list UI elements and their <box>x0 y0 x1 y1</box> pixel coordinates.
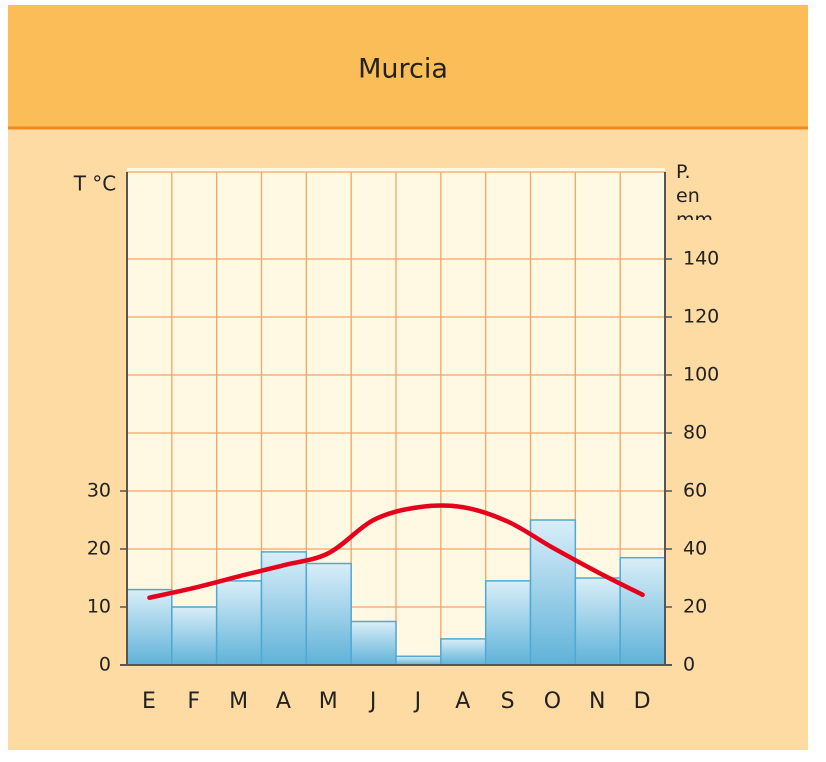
axes: 0 20 40 60 80 100 120 140 0 10 20 30 E F M A M J J A S O N D <box>87 172 719 714</box>
y2-tick-label: 100 <box>683 364 719 386</box>
x-tick-label: F <box>187 689 201 714</box>
y-tick-label: 0 <box>99 654 111 676</box>
x-tick-label: A <box>276 689 292 714</box>
x-tick-label: O <box>544 689 562 714</box>
y2-tick-label: 140 <box>683 248 719 270</box>
x-tick-label: D <box>634 689 652 714</box>
bar <box>529 519 577 666</box>
y2-tick-label: 120 <box>683 306 719 328</box>
y-axis-label: T °C <box>73 172 117 196</box>
y-tick-label: 20 <box>87 538 111 560</box>
bar <box>126 588 173 666</box>
y2-axis-label: P. en mm <box>676 161 714 220</box>
bar <box>171 606 218 666</box>
y2-tick-label: 0 <box>683 654 695 676</box>
bar <box>619 556 666 666</box>
y2-tick-label: 20 <box>683 596 707 618</box>
bar <box>215 580 263 666</box>
x-tick-label: A <box>455 689 471 714</box>
bar <box>574 577 621 666</box>
x-tick-label: M <box>229 689 249 714</box>
temperature-line <box>147 503 645 600</box>
y2-tick-label: 60 <box>683 480 707 502</box>
marks <box>126 503 666 666</box>
y2-tick-label: 40 <box>683 538 707 560</box>
bar <box>395 655 442 666</box>
y2-tick-label: 80 <box>683 422 707 444</box>
bar <box>484 580 532 666</box>
x-tick-label: M <box>319 689 339 714</box>
x-tick-label: J <box>368 689 378 714</box>
x-tick-label: E <box>142 689 157 714</box>
x-tick-label: S <box>501 689 516 714</box>
x-tick-label: J <box>413 689 423 714</box>
y2-axis-label-box: P. en mm <box>676 161 714 220</box>
bar <box>305 562 352 666</box>
header <box>8 5 808 128</box>
bar <box>350 620 397 666</box>
bar <box>440 638 487 666</box>
chart-title: Murcia <box>358 54 448 85</box>
y-tick-label: 30 <box>87 480 111 502</box>
y-tick-label: 10 <box>87 596 111 618</box>
x-tick-label: N <box>589 689 606 714</box>
